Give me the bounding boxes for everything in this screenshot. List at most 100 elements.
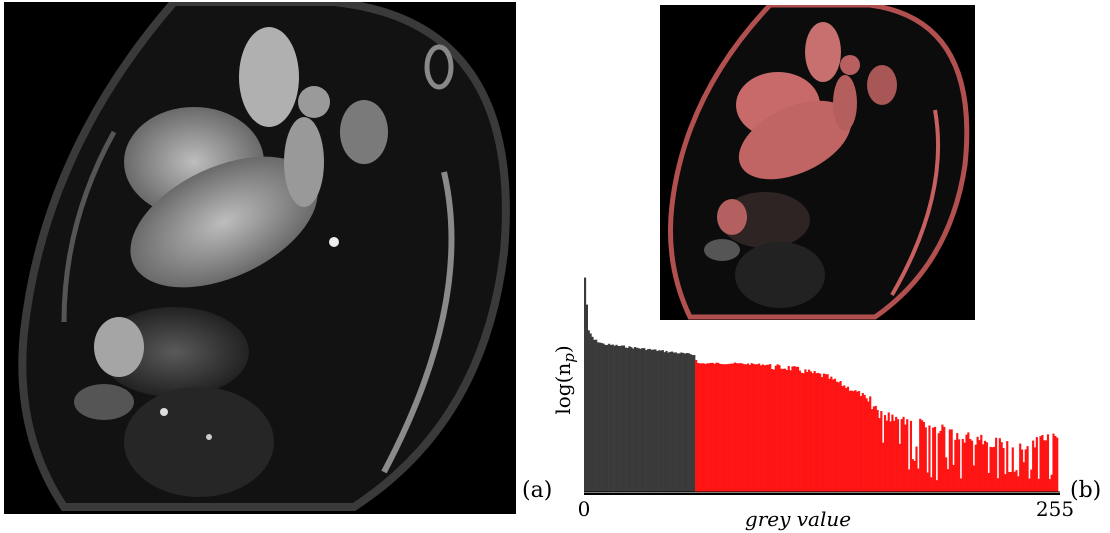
histogram-bar	[687, 353, 690, 492]
histogram-bar	[1035, 437, 1038, 492]
histogram-bar	[761, 364, 764, 492]
histogram-bar	[798, 370, 801, 492]
histogram-bar	[945, 457, 948, 492]
histogram-bar	[619, 345, 622, 492]
histogram-bar	[920, 420, 924, 492]
panel-label-b: (b)	[1070, 478, 1102, 503]
histogram-bar	[746, 363, 750, 492]
histogram-bar	[870, 409, 874, 492]
histogram-bar	[735, 363, 738, 492]
histogram-bar	[1046, 434, 1050, 492]
histogram-bar	[959, 478, 963, 492]
histogram-bar	[1045, 440, 1048, 492]
histogram-bar	[671, 351, 674, 492]
histogram-bar	[713, 363, 716, 492]
histogram-bar	[969, 439, 972, 492]
histogram-bar	[1009, 471, 1013, 492]
histogram-bar	[893, 420, 896, 492]
histogram-bar	[958, 439, 961, 492]
histogram-bar	[595, 339, 598, 492]
histogram-bar	[1048, 479, 1051, 492]
histogram-bar	[880, 411, 883, 492]
histogram-bar	[970, 440, 974, 492]
histogram-bar	[956, 433, 959, 492]
histogram-bar	[776, 364, 779, 492]
histogram-bar	[906, 419, 909, 492]
histogram-bar	[652, 349, 655, 492]
histogram-bar	[1033, 447, 1037, 492]
histogram-bar	[669, 351, 672, 492]
histogram-bar	[665, 350, 668, 492]
histogram-bar	[704, 364, 707, 492]
histogram-bar	[939, 430, 942, 492]
histogram-bar	[730, 363, 733, 492]
histogram-bar	[635, 347, 638, 492]
histogram-bar	[932, 427, 935, 492]
histogram-bar	[898, 443, 901, 492]
histogram-bar	[617, 345, 620, 492]
histogram-bar	[863, 394, 866, 492]
histogram-bar	[656, 350, 659, 492]
histogram-bar	[1054, 436, 1057, 492]
histogram-bar	[995, 437, 998, 492]
histogram-bar	[708, 363, 711, 492]
histogram-bar	[637, 348, 640, 492]
x-min-label: 0	[578, 497, 591, 521]
histogram-bar	[1056, 437, 1059, 492]
histogram-bar	[604, 344, 607, 492]
histogram-bar	[722, 364, 726, 492]
histogram-bar	[883, 415, 887, 492]
histogram-bar	[952, 464, 955, 492]
histogram-bar	[732, 363, 735, 492]
histogram-bar	[845, 387, 848, 492]
histogram-bar	[850, 390, 853, 492]
histogram-bar	[919, 418, 922, 492]
histogram-bar	[771, 368, 774, 492]
histogram-bar	[859, 396, 863, 492]
histogram-bar	[782, 368, 785, 492]
histogram-bar	[650, 349, 653, 492]
histogram-bar	[985, 442, 988, 492]
histogram-bar	[963, 442, 966, 492]
histogram-bar	[991, 447, 994, 492]
histogram-bar	[709, 362, 713, 492]
histogram-bar	[806, 371, 809, 492]
histogram-bar	[967, 432, 970, 492]
histogram-bar	[1052, 433, 1055, 492]
histogram-bar	[609, 344, 613, 492]
histogram-bar	[663, 352, 666, 492]
histogram-bar	[941, 424, 944, 492]
histogram-bar	[802, 373, 805, 492]
histogram-bar	[774, 365, 777, 492]
histogram-bar	[678, 353, 681, 492]
histogram-bar	[685, 353, 688, 492]
histogram-bar	[756, 364, 759, 492]
histogram-bar	[667, 352, 670, 492]
histogram-bar	[621, 345, 624, 492]
histogram-bar	[1039, 436, 1042, 492]
histogram-bar	[839, 381, 842, 492]
histogram-bar	[608, 343, 611, 492]
histogram-bar	[626, 347, 629, 492]
histogram-bar	[980, 434, 983, 492]
histogram-bar	[830, 376, 833, 492]
histogram-bar	[852, 391, 855, 492]
histogram-bar	[824, 374, 827, 492]
histogram-bar	[682, 352, 685, 492]
histogram-bar	[858, 391, 861, 492]
histogram-bar	[904, 424, 907, 492]
histogram-bar	[745, 364, 748, 492]
histogram-bar	[639, 348, 642, 492]
y-axis-title-sub: p	[560, 353, 578, 363]
histogram-bar	[793, 366, 796, 492]
histogram-bar	[876, 409, 879, 492]
histogram-bar	[887, 412, 890, 492]
histogram-bar	[1030, 469, 1033, 492]
histogram-bar	[800, 372, 803, 492]
histogram-bar	[589, 333, 592, 492]
histogram-bar	[606, 344, 609, 492]
histogram-bar	[1022, 462, 1025, 492]
histogram-bar	[646, 349, 650, 492]
histogram-bar	[943, 426, 946, 492]
histogram-bar	[593, 339, 596, 492]
